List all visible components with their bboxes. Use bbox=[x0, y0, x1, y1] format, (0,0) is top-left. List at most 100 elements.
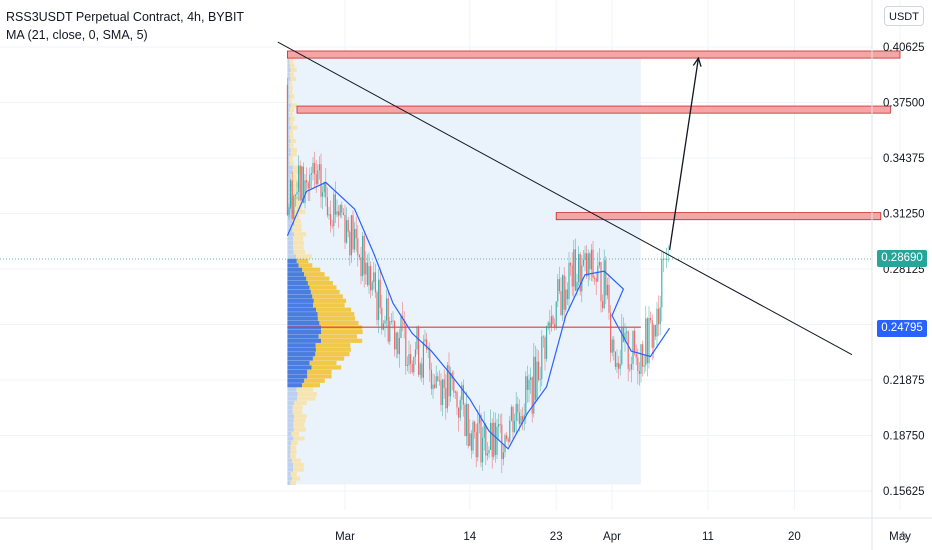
currency-button[interactable]: USDT bbox=[884, 6, 924, 26]
vp-bar-buy bbox=[287, 423, 294, 428]
vp-bar-buy bbox=[287, 121, 290, 126]
candle-body bbox=[456, 391, 458, 408]
vp-bar-sell bbox=[291, 440, 298, 446]
vp-bar-buy bbox=[287, 169, 293, 175]
candle-body bbox=[590, 249, 592, 270]
candle-body bbox=[634, 330, 636, 354]
candle-body bbox=[621, 326, 623, 365]
candle-body bbox=[546, 325, 548, 359]
candle-body bbox=[485, 425, 487, 456]
candle-body bbox=[419, 363, 421, 375]
vp-bar-buy bbox=[287, 130, 290, 135]
candle-body bbox=[414, 349, 416, 358]
vp-bar-buy bbox=[287, 263, 299, 268]
vp-bar-sell bbox=[297, 391, 317, 397]
vp-bar-sell bbox=[293, 241, 305, 246]
vp-bar-sell bbox=[291, 431, 299, 437]
candle-body bbox=[626, 331, 628, 333]
vp-bar-sell bbox=[315, 343, 351, 348]
indicator-legend[interactable]: MA (21, close, 0, SMA, 5) bbox=[6, 28, 148, 42]
drawings[interactable] bbox=[0, 41, 872, 356]
vp-bar-sell bbox=[290, 152, 297, 157]
vp-bar-sell bbox=[292, 201, 303, 206]
vp-bar-buy bbox=[287, 316, 318, 321]
vp-bar-sell bbox=[312, 294, 343, 299]
candle-body bbox=[371, 281, 373, 291]
vp-bar-sell bbox=[296, 254, 313, 259]
vp-bar-buy bbox=[287, 276, 307, 281]
candle-body bbox=[502, 452, 504, 460]
vp-bar-buy bbox=[287, 298, 314, 303]
resistance-zone bbox=[555, 212, 882, 221]
candle-body bbox=[397, 332, 399, 355]
candle-body bbox=[517, 403, 519, 413]
candle-body bbox=[530, 377, 532, 380]
candle-body bbox=[322, 192, 324, 197]
trendline bbox=[277, 41, 853, 356]
candle-body bbox=[443, 379, 445, 388]
vp-bar-buy bbox=[287, 405, 293, 410]
auto-scale-button[interactable]: A bbox=[899, 530, 907, 542]
x-tick-label: Mar bbox=[335, 531, 355, 543]
vp-bar-sell bbox=[293, 427, 306, 432]
vp-bar-buy bbox=[287, 418, 294, 423]
candle-body bbox=[522, 416, 524, 421]
vp-bar-buy bbox=[287, 161, 290, 166]
vp-bar-buy bbox=[287, 218, 293, 224]
vp-bar-buy bbox=[287, 94, 290, 99]
vp-bar-sell bbox=[292, 458, 301, 463]
vp-bar-sell bbox=[302, 383, 321, 388]
vp-bar-sell bbox=[292, 409, 303, 414]
candle-body bbox=[339, 205, 341, 216]
x-tick-label: May bbox=[889, 531, 911, 543]
vp-bar-sell bbox=[289, 156, 293, 161]
resistance-zones[interactable] bbox=[286, 50, 901, 221]
vp-bar-buy bbox=[287, 334, 319, 339]
vp-bar-buy bbox=[287, 294, 313, 299]
vp-bar-sell bbox=[292, 236, 304, 241]
candle-body bbox=[570, 262, 572, 266]
vp-bar-buy bbox=[287, 258, 297, 263]
y-tick-label: 0.15625 bbox=[883, 486, 925, 498]
candle-body bbox=[491, 422, 493, 457]
candle-body bbox=[661, 258, 663, 308]
volume-profile bbox=[287, 54, 641, 485]
vp-bar-sell bbox=[290, 192, 296, 197]
last-price-tag: 0.28690 bbox=[877, 250, 927, 268]
vp-bar-sell bbox=[293, 467, 304, 472]
vp-bar-buy bbox=[287, 329, 322, 335]
vp-bar-sell bbox=[306, 276, 330, 281]
candle-body bbox=[331, 225, 333, 227]
candle-body bbox=[349, 231, 351, 256]
candle-body bbox=[291, 180, 293, 219]
candle-body bbox=[611, 339, 613, 353]
candle-body bbox=[438, 380, 440, 382]
candle-body bbox=[472, 421, 474, 451]
vp-bar-sell bbox=[290, 178, 298, 184]
candle-body bbox=[430, 369, 432, 389]
moving-average bbox=[286, 181, 671, 450]
candle-body bbox=[533, 356, 535, 414]
vp-bar-buy bbox=[287, 396, 298, 401]
candle-body bbox=[554, 324, 556, 327]
candle-body bbox=[341, 205, 343, 213]
candle-body bbox=[398, 338, 400, 355]
vp-bar-buy bbox=[287, 387, 297, 392]
vp-bar-buy bbox=[287, 178, 291, 184]
vp-bar-sell bbox=[296, 258, 309, 263]
vp-bar-buy bbox=[287, 58, 290, 64]
candle-body bbox=[616, 362, 618, 367]
candle-body bbox=[323, 182, 325, 193]
candle-body bbox=[326, 197, 328, 216]
vp-bar-sell bbox=[321, 338, 363, 343]
chart-title[interactable]: RSS3USDT Perpetual Contract, 4h, BYBIT bbox=[6, 10, 245, 24]
vp-bar-sell bbox=[297, 396, 316, 401]
y-tick-label: 0.40625 bbox=[883, 42, 925, 54]
candle-body bbox=[376, 292, 378, 321]
vp-bar-buy bbox=[287, 374, 308, 379]
candle-body bbox=[547, 322, 549, 326]
candle-body bbox=[365, 262, 367, 275]
candle-body bbox=[400, 316, 402, 339]
candle-body bbox=[506, 435, 508, 440]
